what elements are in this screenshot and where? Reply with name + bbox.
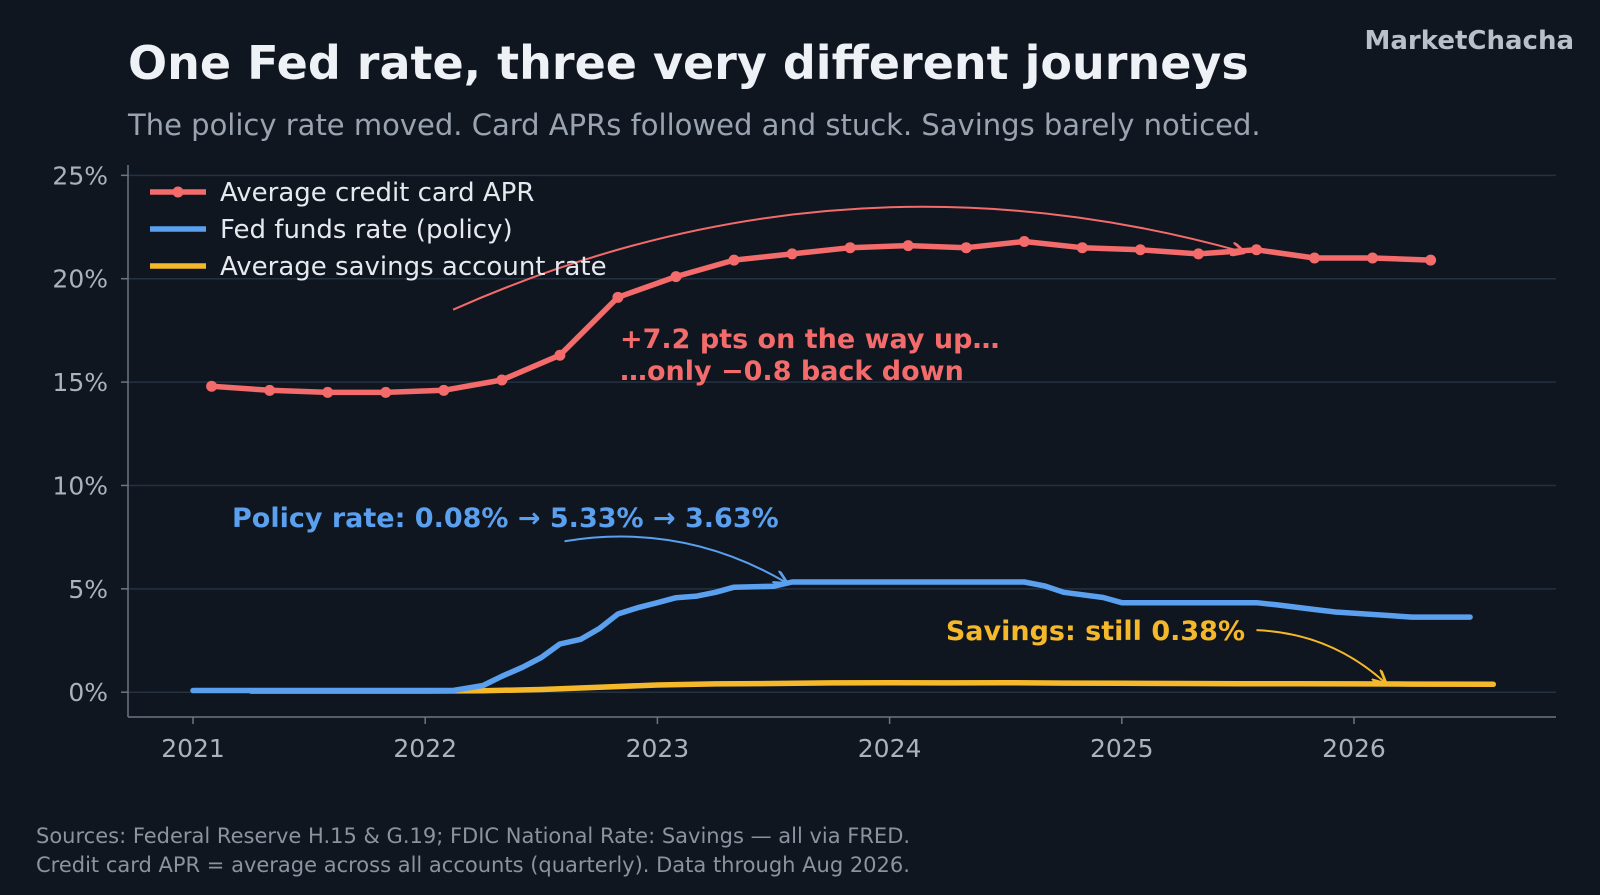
- y-tick-label: 0%: [68, 678, 108, 707]
- annotation-label: +7.2 pts on the way up…: [620, 324, 999, 355]
- sources-note: Sources: Federal Reserve H.15 & G.19; FD…: [36, 824, 911, 848]
- methodology-note: Credit card APR = average across all acc…: [36, 853, 910, 877]
- data-point: [438, 384, 450, 396]
- data-point: [1250, 244, 1262, 256]
- data-point: [1192, 248, 1204, 260]
- legend-label: Average savings account rate: [220, 252, 607, 282]
- data-point: [496, 374, 508, 386]
- data-point: [264, 384, 276, 396]
- y-tick-label: 5%: [68, 575, 108, 604]
- y-tick-label: 10%: [52, 471, 108, 500]
- chart-subtitle: The policy rate moved. Card APRs followe…: [128, 108, 1261, 142]
- annotation-label: …only −0.8 back down: [620, 356, 964, 387]
- data-point: [554, 349, 566, 361]
- data-point: [786, 248, 798, 260]
- data-point: [1018, 235, 1030, 247]
- annotation-arrow: [452, 205, 1242, 311]
- legend-label: Fed funds rate (policy): [220, 215, 513, 245]
- data-point: [380, 386, 392, 398]
- x-tick-label: 2026: [1322, 734, 1386, 763]
- data-point: [728, 254, 740, 266]
- y-tick-label: 15%: [52, 368, 108, 397]
- chart-title: One Fed rate, three very different journ…: [128, 36, 1249, 90]
- x-tick-label: 2024: [858, 734, 922, 763]
- data-point: [1076, 242, 1088, 254]
- series-line-average-credit-card-apr: [208, 238, 1434, 396]
- series-line-fed-funds-rate-policy: [190, 579, 1473, 694]
- data-point: [1309, 252, 1321, 264]
- annotation-label: Policy rate: 0.08% → 5.33% → 3.63%: [232, 503, 779, 534]
- brand-logo: MarketChacha: [1364, 26, 1575, 56]
- legend-marker: [172, 186, 184, 198]
- data-point: [1134, 244, 1146, 256]
- y-tick-label: 25%: [52, 161, 108, 190]
- data-point: [670, 271, 682, 283]
- data-point: [206, 380, 218, 392]
- annotation-label: Savings: still 0.38%: [946, 616, 1245, 647]
- x-tick-label: 2025: [1090, 734, 1154, 763]
- data-point: [902, 240, 914, 252]
- annotation-arrow: [1256, 629, 1384, 682]
- data-point: [612, 291, 624, 303]
- data-point: [1367, 252, 1379, 264]
- data-point: [844, 242, 856, 254]
- data-point: [960, 242, 972, 254]
- data-point: [322, 386, 334, 398]
- legend-label: Average credit card APR: [220, 178, 534, 208]
- x-tick-label: 2023: [626, 734, 690, 763]
- x-tick-label: 2022: [393, 734, 457, 763]
- x-tick-label: 2021: [161, 734, 225, 763]
- annotation-arrow: [564, 535, 786, 582]
- data-point: [1425, 254, 1437, 266]
- y-tick-label: 20%: [52, 265, 108, 294]
